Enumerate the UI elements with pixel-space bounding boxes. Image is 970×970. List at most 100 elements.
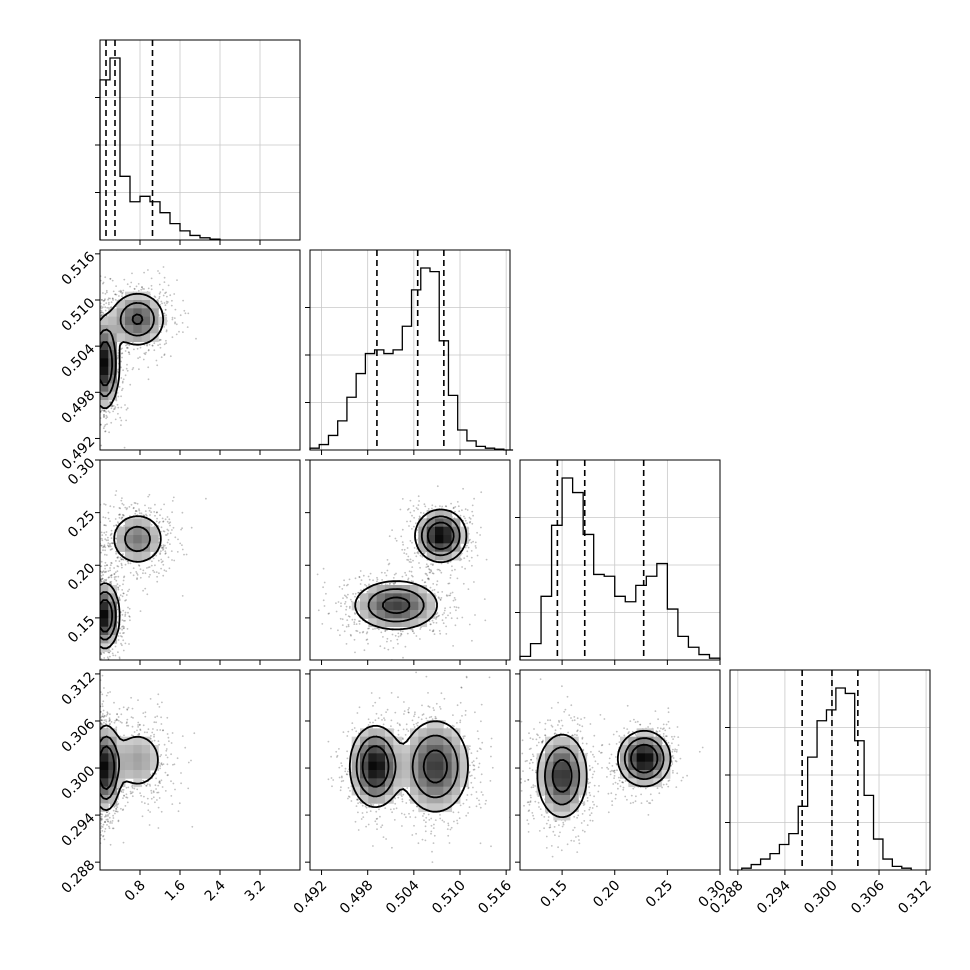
scatter-point	[126, 709, 129, 711]
hist-panel-bg	[100, 40, 300, 240]
scatter-point	[399, 630, 402, 632]
hist-panel-p1	[95, 39, 301, 241]
scatter-point	[145, 514, 148, 517]
scatter-point	[435, 616, 438, 619]
scatter-point	[107, 570, 110, 572]
scatter-point	[144, 587, 147, 590]
scatter-point	[400, 632, 402, 635]
scatter-point	[107, 511, 110, 514]
scatter-point	[162, 544, 165, 547]
scatter-point	[103, 531, 106, 534]
scatter-point	[104, 561, 107, 564]
scatter-point	[475, 547, 477, 549]
scatter-point	[427, 577, 430, 580]
scatter-point	[116, 810, 119, 813]
scatter-point	[111, 297, 114, 300]
scatter-point	[139, 346, 142, 349]
scatter-point	[411, 566, 414, 568]
scatter-point	[174, 308, 177, 311]
scatter-point	[485, 558, 488, 561]
scatter-point	[416, 551, 419, 554]
scatter-point	[165, 339, 167, 342]
density-cell	[133, 535, 143, 544]
scatter-point	[116, 403, 119, 406]
scatter-point	[367, 642, 369, 645]
scatter-point	[162, 563, 165, 566]
scatter-point	[120, 713, 123, 716]
scatter-point	[131, 785, 134, 788]
scatter-point	[343, 630, 346, 633]
scatter-point	[121, 387, 124, 390]
scatter-point	[122, 639, 125, 642]
scatter-point	[165, 547, 168, 549]
scatter-point	[100, 444, 103, 447]
scatter-point	[166, 302, 168, 305]
scatter-point	[424, 551, 426, 554]
scatter-point	[410, 561, 412, 563]
scatter-point	[340, 602, 342, 605]
scatter-point	[102, 546, 104, 549]
scatter-point	[105, 814, 107, 816]
scatter-point	[359, 631, 361, 634]
scatter-point	[138, 734, 140, 737]
scatter-point	[164, 304, 167, 307]
scatter-point	[432, 630, 435, 633]
scatter-point	[358, 623, 361, 625]
scatter-point	[168, 518, 171, 521]
scatter-point	[443, 612, 445, 614]
scatter-point	[160, 300, 163, 303]
scatter-point	[405, 574, 408, 577]
scatter-point	[122, 592, 125, 595]
scatter-point	[378, 628, 380, 631]
scatter-point	[447, 561, 450, 564]
scatter-point	[125, 408, 128, 411]
scatter-point	[122, 808, 125, 811]
density-cell	[360, 601, 369, 611]
density-cell	[150, 526, 159, 536]
scatter-point	[115, 575, 117, 578]
scatter-point	[103, 545, 106, 548]
scatter-point	[112, 299, 114, 301]
scatter-point	[106, 306, 109, 309]
scatter-point	[125, 419, 127, 422]
scatter-point	[104, 538, 107, 540]
scatter-point	[360, 579, 363, 581]
scatter-point	[124, 374, 127, 377]
density-cell	[133, 543, 143, 553]
scatter-point	[149, 573, 151, 576]
scatter-point	[115, 560, 117, 562]
scatter-point	[111, 542, 114, 545]
scatter-point	[322, 599, 325, 602]
scatter-point	[345, 625, 348, 628]
scatter-point	[127, 562, 130, 565]
scatter-point	[119, 594, 122, 597]
scatter-point	[104, 546, 107, 549]
hist-panel-bg	[730, 670, 930, 870]
scatter-point	[159, 343, 161, 346]
scatter-point	[122, 592, 125, 595]
scatter-point	[161, 546, 164, 549]
scatter-point	[121, 347, 124, 350]
scatter-point	[141, 288, 144, 290]
density-cell	[133, 325, 143, 334]
scatter-point	[126, 283, 129, 286]
scatter-point	[117, 651, 119, 654]
scatter-point	[100, 658, 103, 660]
scatter-point	[317, 609, 320, 612]
scatter-point	[344, 601, 347, 603]
contour-p1-p2-0	[100, 292, 165, 409]
scatter-point	[104, 571, 107, 573]
density-cell	[418, 543, 428, 553]
scatter-point	[101, 705, 104, 708]
scatter-point	[184, 312, 187, 315]
scatter-point	[123, 446, 126, 449]
scatter-point	[104, 503, 107, 506]
density-cell	[410, 585, 419, 594]
scatter-point	[354, 592, 357, 595]
scatter-point	[127, 611, 129, 614]
scatter-point	[445, 594, 448, 596]
scatter-point	[445, 625, 447, 628]
scatter-point	[123, 627, 125, 630]
scatter-point	[328, 612, 330, 615]
scatter-point	[343, 594, 346, 597]
